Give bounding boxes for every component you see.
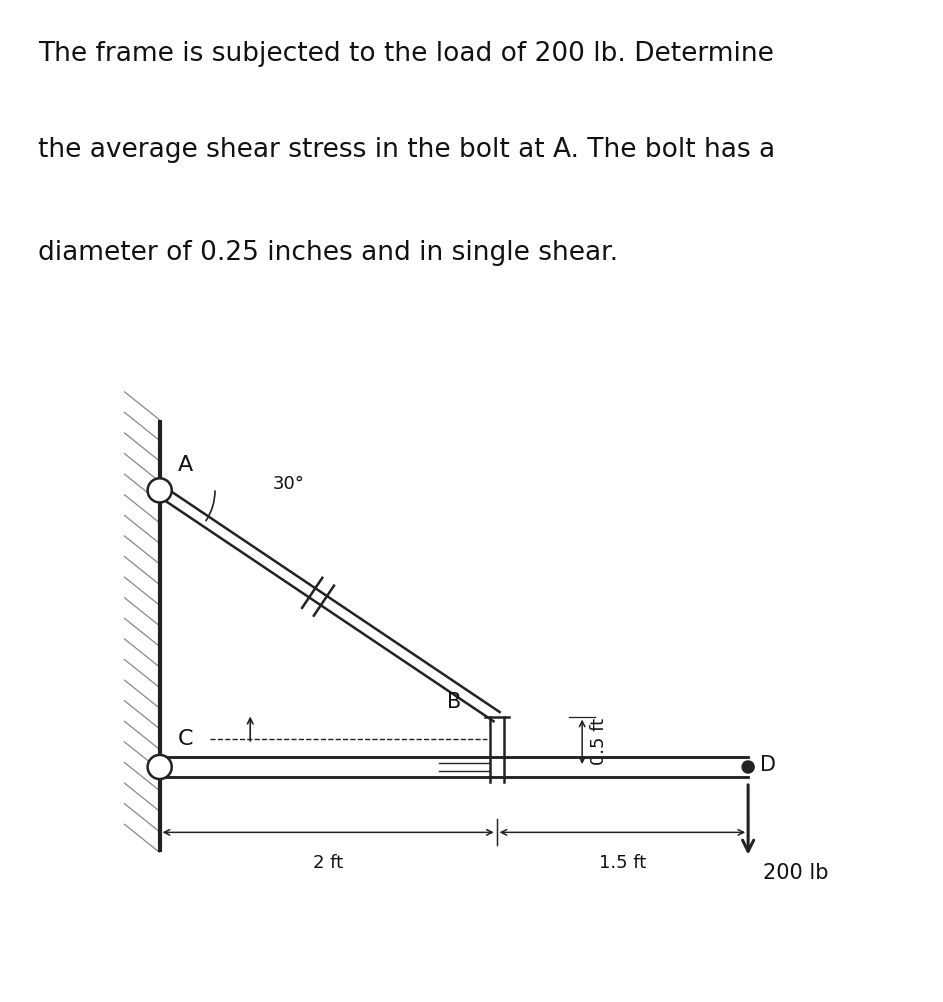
Text: A: A — [178, 455, 193, 475]
Text: 2 ft: 2 ft — [313, 855, 343, 873]
Text: 200 lb: 200 lb — [763, 863, 829, 883]
Text: The frame is subjected to the load of 200 lb. Determine: The frame is subjected to the load of 20… — [38, 41, 773, 67]
Text: D: D — [760, 755, 776, 775]
Circle shape — [742, 761, 754, 773]
Circle shape — [148, 755, 172, 779]
Text: B: B — [447, 691, 461, 711]
FancyBboxPatch shape — [14, 315, 929, 988]
Text: C: C — [178, 728, 193, 748]
Text: diameter of 0.25 inches and in single shear.: diameter of 0.25 inches and in single sh… — [38, 239, 618, 266]
Text: the average shear stress in the bolt at A. The bolt has a: the average shear stress in the bolt at … — [38, 137, 775, 163]
Circle shape — [148, 478, 172, 502]
Text: 0.5 ft: 0.5 ft — [590, 718, 608, 766]
Text: 1.5 ft: 1.5 ft — [599, 855, 646, 873]
Text: 30°: 30° — [273, 475, 305, 493]
